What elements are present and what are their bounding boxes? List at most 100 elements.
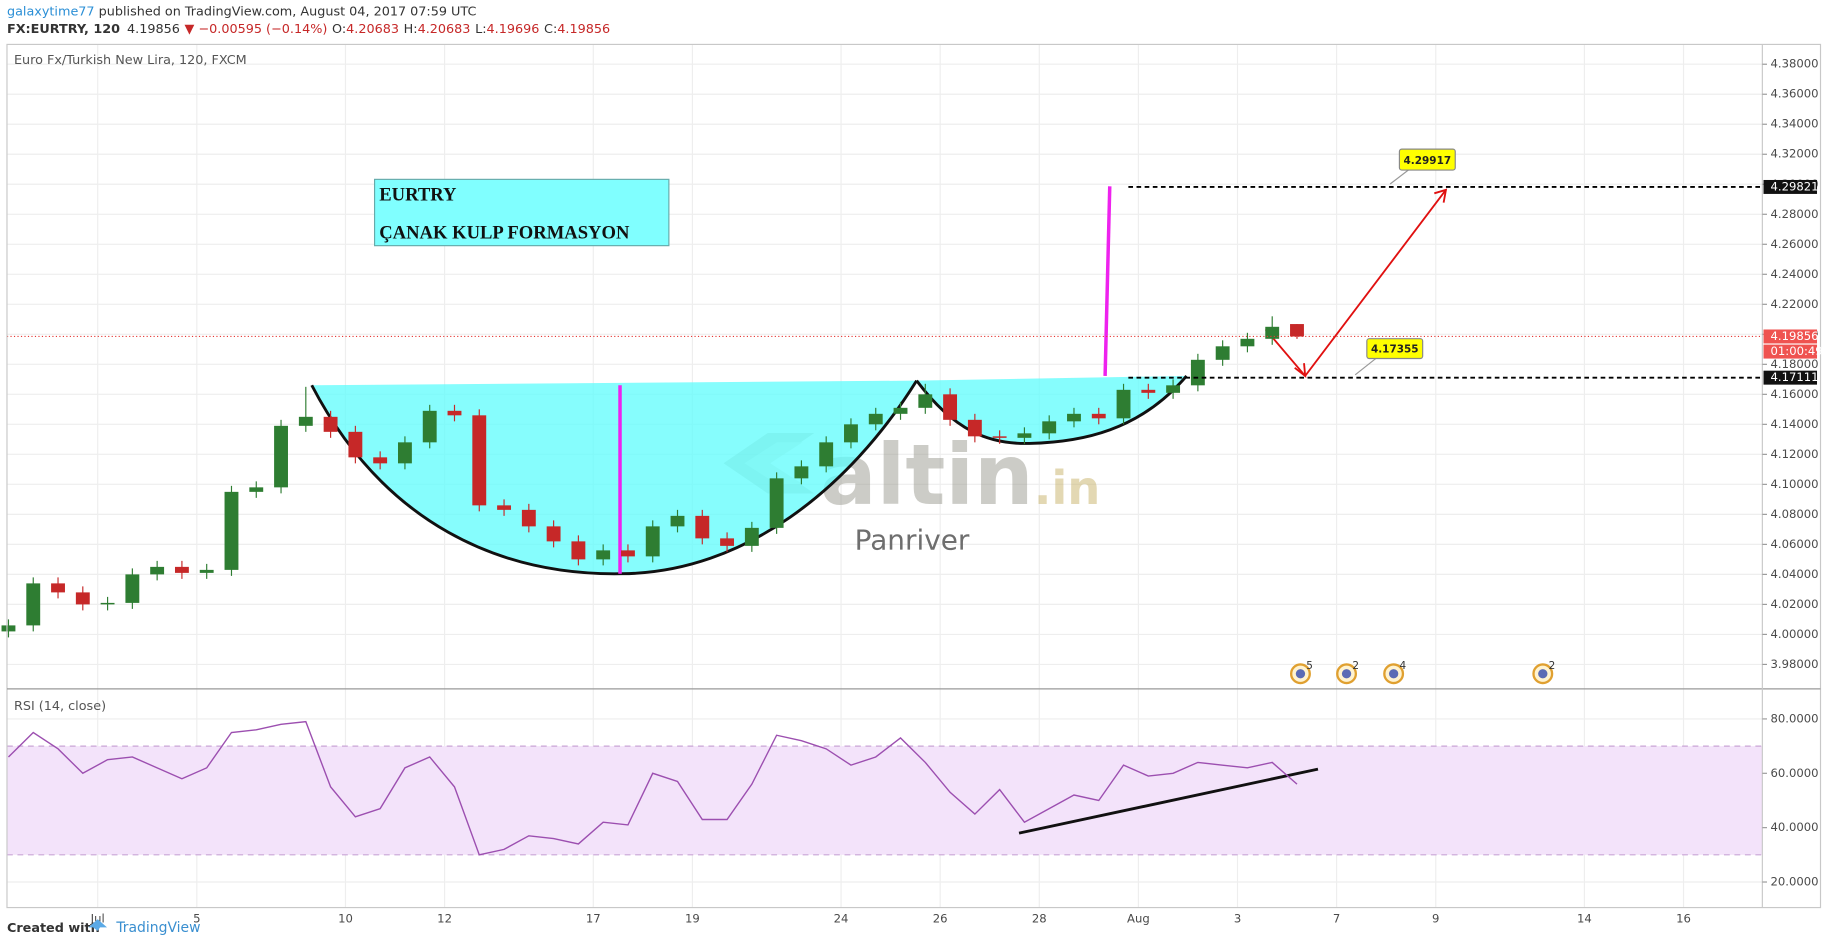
y-tick-label: 4.02000 (1770, 597, 1818, 611)
event-badge-core (1538, 669, 1548, 679)
candle-body (1116, 389, 1131, 419)
candle-body (174, 566, 189, 573)
candle-body (447, 410, 462, 416)
event-count: 2 (1549, 660, 1556, 672)
candle-body (992, 436, 1007, 438)
y-tick-label: 4.36000 (1770, 87, 1818, 101)
candle-body (75, 592, 90, 605)
countdown-label: 01:00:49 (1770, 344, 1822, 358)
candle-body (1067, 413, 1081, 422)
x-tick-label: 16 (1676, 912, 1691, 926)
header-published: galaxytime77 published on TradingView.co… (7, 4, 476, 19)
cup-fill (311, 380, 917, 574)
header-published-text: published on TradingView.com, August 04,… (95, 4, 477, 19)
candle-body (720, 538, 735, 546)
event-count: 4 (1399, 660, 1406, 672)
event-badge-core (1295, 669, 1306, 679)
price-flag-label: 4.19856 (1770, 329, 1818, 343)
x-tick-label: 24 (834, 912, 849, 926)
x-tick-label: 7 (1333, 912, 1340, 926)
y-tick-label: 80.0000 (1770, 711, 1818, 725)
x-tick-label: 14 (1577, 912, 1592, 926)
candle-body (1215, 346, 1230, 360)
candle-body (819, 442, 834, 467)
price-flag (1763, 370, 1818, 385)
header-symbol: FX:EURTRY, 120 (7, 22, 120, 37)
candle-body (621, 550, 635, 557)
candle-body (1141, 389, 1156, 393)
candle-body (967, 419, 982, 437)
candle-body (26, 583, 41, 626)
x-tick-label: 26 (933, 912, 948, 926)
candle-body (1017, 433, 1032, 438)
watermark-sub: Panriver (855, 523, 970, 556)
y-tick-label: 4.38000 (1770, 57, 1818, 71)
candle-body (472, 415, 487, 506)
y-tick-label: 60.0000 (1770, 766, 1818, 780)
y-tick-label: 4.14000 (1770, 417, 1818, 431)
candle-body (794, 466, 809, 479)
footer-brand[interactable]: TradingView (115, 920, 200, 936)
candle-body (249, 487, 264, 492)
candle-body (397, 442, 412, 464)
countdown-flag (1763, 344, 1818, 359)
candle-body (274, 425, 288, 488)
y-tick-label: 3.98000 (1770, 657, 1818, 671)
candle-body (1190, 359, 1205, 386)
price-flag (1763, 179, 1818, 194)
header-user[interactable]: galaxytime77 (7, 4, 95, 19)
ohlc-value: 4.19856 (557, 22, 610, 37)
x-tick-label: Aug (1127, 912, 1150, 926)
y-tick-label: 4.18000 (1770, 357, 1818, 371)
y-tick-label: 4.10000 (1770, 477, 1818, 491)
callout-box (1366, 338, 1424, 360)
y-tick-label: 4.08000 (1770, 507, 1818, 521)
candle-body (125, 574, 140, 603)
watermark-suffix: .in (1034, 461, 1101, 515)
header-change: ▼ −0.00595 (−0.14%) (185, 22, 328, 37)
event-count: 5 (1306, 660, 1313, 672)
candle-body (844, 424, 858, 443)
rsi-title: RSI (14, close) (14, 699, 106, 714)
x-tick-label: 19 (685, 912, 700, 926)
rsi-trendline (1018, 767, 1319, 835)
candle-body (1290, 324, 1304, 337)
event-badge-core (1388, 669, 1399, 679)
callout-label: 4.17355 (1371, 344, 1419, 356)
ohlc-value: 4.19696 (487, 22, 540, 37)
y-tick-label: 4.04000 (1770, 567, 1818, 581)
ohlc-key: L: (475, 22, 486, 37)
callout-label: 4.29917 (1404, 155, 1452, 167)
cup-outline (310, 379, 918, 576)
candle-body (521, 509, 536, 527)
callout-box (1398, 148, 1456, 171)
text-box-title: EURTRY (379, 184, 457, 205)
rsi-band-layer (6, 745, 1763, 856)
x-tick-label: 5 (193, 912, 200, 926)
candle-body (1240, 338, 1255, 347)
y-tick-label: 4.28000 (1770, 207, 1818, 221)
candle-body (918, 394, 933, 408)
y-tick-label: 4.22000 (1770, 297, 1818, 311)
marks: 5 2 4 2 (1, 186, 1763, 856)
candle-body (1265, 326, 1280, 339)
x-tick-label: 17 (586, 912, 601, 926)
candle-body (51, 583, 65, 593)
arrow-head (1294, 188, 1448, 378)
candle-body (868, 413, 883, 425)
ohlc-key: H: (404, 22, 418, 37)
candle-body (571, 541, 586, 560)
header-last: 4.19856 (127, 22, 180, 37)
y-tick-label: 20.0000 (1770, 875, 1818, 889)
target-line (1103, 186, 1112, 376)
footer-created: Created with (7, 921, 100, 936)
y-tick-label: 4.06000 (1770, 537, 1818, 551)
candle-body (100, 602, 115, 605)
candle-body (596, 550, 611, 560)
event-count: 2 (1352, 660, 1359, 672)
x-tick-label: 12 (437, 912, 452, 926)
candle-body (893, 407, 908, 414)
y-tick-label: 4.34000 (1770, 117, 1818, 131)
